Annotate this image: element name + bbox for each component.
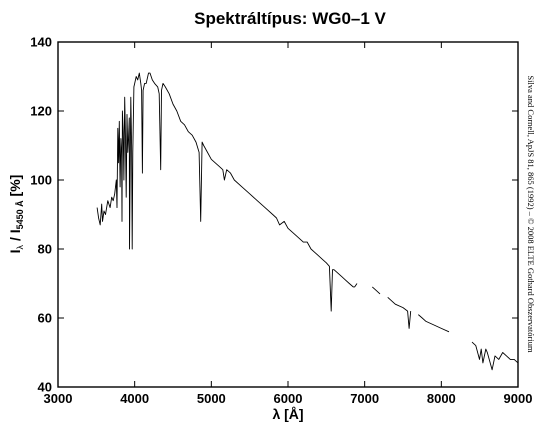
- y-tick-label: 100: [30, 173, 52, 188]
- x-tick-label: 6000: [274, 391, 303, 406]
- y-axis-label-prefix-sub: λ: [15, 244, 25, 249]
- spectrum-segment-3: [387, 296, 412, 329]
- x-tick-label: 8000: [427, 391, 456, 406]
- spectrum-segment-1: [96, 72, 358, 312]
- spectrum-lines: [96, 72, 519, 371]
- x-tick-label: 9000: [504, 391, 533, 406]
- credit-text: Silva and Cornell, ApJS 81, 865 (1992) –…: [526, 75, 536, 353]
- x-tick-label: 3000: [44, 391, 73, 406]
- y-axis-ticks: 40 60 80 100 120 140: [30, 35, 518, 395]
- y-tick-label: 40: [38, 380, 52, 395]
- spectrum-segment-5: [471, 341, 519, 371]
- x-axis-label: λ [Å]: [272, 406, 303, 422]
- x-tick-label: 5000: [197, 391, 226, 406]
- y-tick-label: 140: [30, 35, 52, 50]
- y-axis-label-sub: 5450 Å: [15, 200, 25, 230]
- y-tick-label: 80: [38, 242, 52, 257]
- y-tick-label: 60: [38, 311, 52, 326]
- y-axis-label-suffix: [%]: [7, 175, 23, 201]
- y-axis-label: Iλ / I5450 Å [%]: [7, 175, 25, 254]
- y-tick-label: 120: [30, 104, 52, 119]
- x-tick-label: 7000: [350, 391, 379, 406]
- x-tick-label: 4000: [120, 391, 149, 406]
- x-axis-ticks: 3000 4000 5000 6000 7000 8000 9000: [44, 42, 533, 406]
- spectrum-segment-2: [371, 286, 381, 295]
- spectrum-segment-4: [418, 314, 450, 333]
- y-axis-label-mid: / I: [7, 229, 23, 245]
- plot-frame: [57, 41, 519, 388]
- y-axis-label-prefix: I: [7, 249, 23, 253]
- chart-title: Spektráltípus: WG0–1 V: [194, 9, 386, 28]
